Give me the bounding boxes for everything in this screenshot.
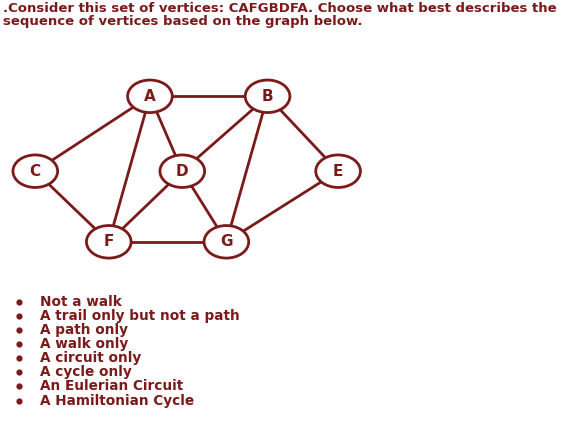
Text: F: F xyxy=(103,234,114,250)
Text: An Eulerian Circuit: An Eulerian Circuit xyxy=(40,380,183,393)
Text: A cycle only: A cycle only xyxy=(40,366,132,379)
Circle shape xyxy=(316,155,360,187)
Circle shape xyxy=(13,155,58,187)
Text: D: D xyxy=(176,163,189,179)
Text: A trail only but not a path: A trail only but not a path xyxy=(40,309,240,323)
Text: A circuit only: A circuit only xyxy=(40,351,141,365)
Text: sequence of vertices based on the graph below.: sequence of vertices based on the graph … xyxy=(3,15,362,28)
Text: E: E xyxy=(333,163,343,179)
Text: .Consider this set of vertices: CAFGBDFA. Choose what best describes the: .Consider this set of vertices: CAFGBDFA… xyxy=(3,2,557,15)
Circle shape xyxy=(128,80,172,113)
Circle shape xyxy=(204,226,249,258)
Text: Not a walk: Not a walk xyxy=(40,295,122,309)
Text: A walk only: A walk only xyxy=(40,337,128,351)
Text: A Hamiltonian Cycle: A Hamiltonian Cycle xyxy=(40,394,194,407)
Text: A: A xyxy=(144,89,156,104)
Text: G: G xyxy=(220,234,233,250)
Text: A path only: A path only xyxy=(40,323,128,337)
Circle shape xyxy=(245,80,290,113)
Circle shape xyxy=(160,155,205,187)
Text: C: C xyxy=(30,163,41,179)
Circle shape xyxy=(86,226,131,258)
Text: B: B xyxy=(262,89,273,104)
